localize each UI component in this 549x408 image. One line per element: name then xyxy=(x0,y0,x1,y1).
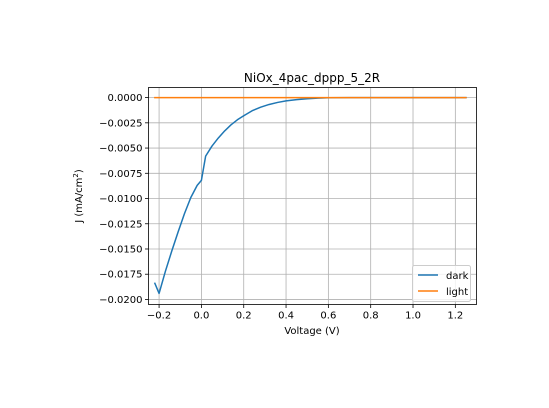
y-axis-label: J (mA/cm2) xyxy=(72,169,85,224)
x-tick-label: 0.8 xyxy=(363,311,379,322)
legend-label-light: light xyxy=(446,287,468,298)
y-tick-label: −0.0075 xyxy=(99,169,142,180)
x-tick-label: 0.6 xyxy=(320,311,336,322)
x-axis-label: Voltage (V) xyxy=(284,326,339,337)
x-tick-label: 1.2 xyxy=(447,311,463,322)
y-tick-label: −0.0125 xyxy=(99,219,142,230)
x-tick-label: 0.0 xyxy=(193,311,209,322)
legend-label-dark: dark xyxy=(446,271,469,282)
x-tick-label: −0.2 xyxy=(147,311,171,322)
plot-frame xyxy=(148,87,477,305)
y-tick-label: −0.0050 xyxy=(99,144,142,155)
series-lines xyxy=(153,96,467,295)
y-tick-label: −0.0175 xyxy=(99,270,142,281)
y-axis-label-superscript: 2 xyxy=(72,173,80,177)
y-tick-label: 0.0000 xyxy=(108,93,143,104)
x-tick-label: 0.2 xyxy=(236,311,252,322)
y-tick-label: −0.0025 xyxy=(99,118,142,129)
y-tick-label: −0.0200 xyxy=(99,295,142,306)
legend: dark light xyxy=(412,265,471,302)
y-axis-label-close: ) xyxy=(74,169,85,173)
y-tick-label: −0.0100 xyxy=(99,194,142,205)
y-tick-label: −0.0150 xyxy=(99,244,142,255)
x-tick-label: 1.0 xyxy=(405,311,421,322)
chart-title: NiOx_4pac_dppp_5_2R xyxy=(244,71,380,85)
y-axis-label-main: J (mA/cm xyxy=(74,178,85,224)
x-tick-label: 0.4 xyxy=(278,311,294,322)
axis-ticks: −0.2 0.0 0.2 0.4 0.6 0.8 1.0 1.2 0.0000 −0.0025 −0… xyxy=(99,93,463,321)
